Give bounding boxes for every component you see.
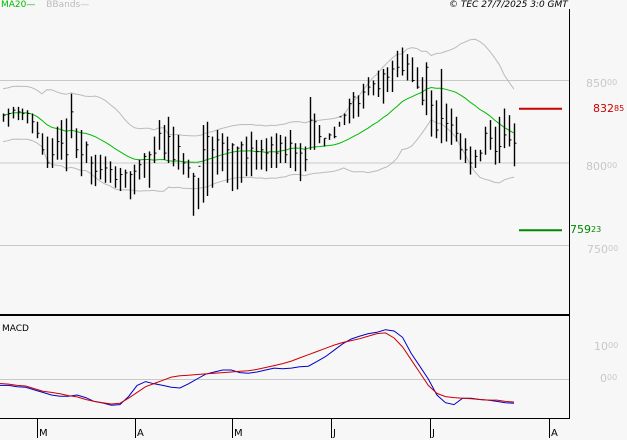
x-label-jul: J (432, 428, 435, 439)
legend-bbands: BBands— (46, 0, 90, 10)
price-tick-800: 80000 (586, 160, 618, 173)
signal-line (0, 332, 515, 405)
macd-title: MACD (2, 324, 29, 334)
bollinger-upper-band (2, 38, 515, 137)
resistance-level-label: 83285 (593, 102, 625, 115)
price-tick-850: 85000 (586, 77, 618, 90)
macd-tick-10: 1000 (594, 340, 619, 353)
copyright-timestamp: © TEC 27/7/2025 3:0 GMT (449, 0, 568, 10)
x-label-may: M (234, 428, 243, 439)
bollinger-lower-band (2, 118, 515, 192)
x-label-aug: A (551, 428, 558, 439)
x-label-apr: A (137, 428, 144, 439)
macd-tick-0: 000 (600, 372, 618, 385)
legend-ma20: MA20— (1, 0, 36, 10)
x-label-mar: M (39, 428, 48, 439)
price-tick-750: 75000 (587, 243, 619, 256)
macd-line (0, 329, 515, 406)
legend: MA20— BBands— (1, 0, 89, 11)
support-level-label: 75923 (570, 223, 602, 236)
x-label-jun: J (333, 428, 336, 439)
